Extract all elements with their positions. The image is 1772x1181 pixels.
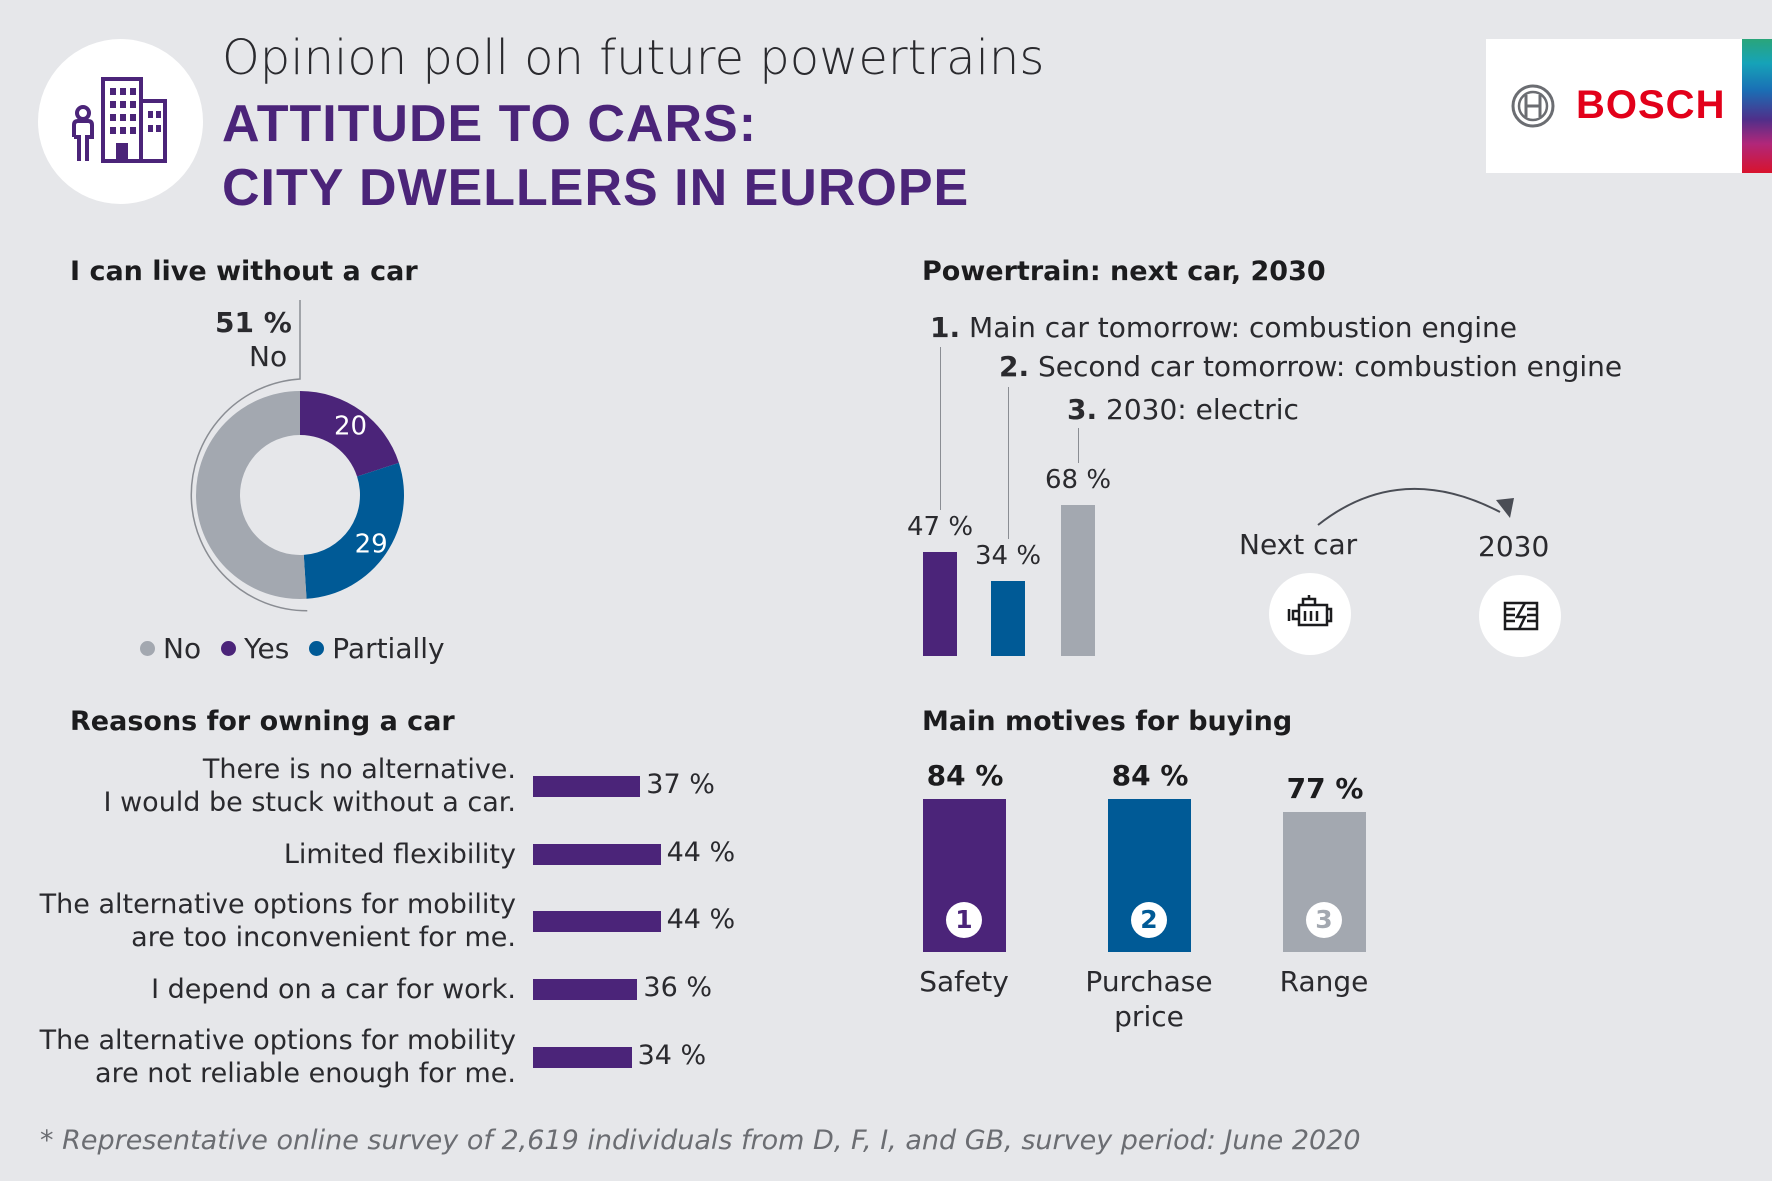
reason-label: There is no alternative. I would be stuck… [104, 753, 516, 819]
transition-arrow-icon [1317, 487, 1514, 526]
legend-label-no: No [163, 632, 202, 665]
transition-from-label: Next car [1239, 528, 1358, 561]
reason-value: 36 % [643, 972, 712, 1003]
donut-callout-bracket [190, 300, 308, 612]
donut-label-yes: 20 [334, 411, 367, 441]
reason-bar [533, 1047, 632, 1068]
motive-label: Safety [919, 965, 1009, 998]
legend-dot-yes [221, 641, 237, 656]
legend-label-yes: Yes [244, 632, 290, 665]
page-title-line2: CITY DWELLERS IN EUROPE [222, 159, 970, 217]
motive-label: Purchase price [1049, 964, 1249, 1034]
donut-label-partially: 29 [355, 529, 388, 559]
reason-label-line: There is no alternative. [202, 754, 516, 785]
reason-value: 44 % [666, 837, 736, 868]
page-title-line1: ATTITUDE TO CARS: [222, 95, 758, 153]
bosch-armature-icon [1511, 84, 1555, 128]
donut-slice-yes [300, 391, 399, 477]
footnote: * Representative online survey of 2,619 … [40, 1125, 1361, 1156]
donut-title: I can live without a car [70, 256, 418, 287]
powertrain-label-2: Second car tomorrow: combustion engine [1038, 350, 1623, 383]
reason-label: The alternative options for mobility are … [40, 888, 516, 954]
reason-bar [533, 776, 641, 797]
reason-label-line: I would be stuck without a car. [103, 787, 516, 818]
electric-battery-icon-circle [1479, 575, 1561, 657]
motive-value: 77 % [1286, 771, 1364, 805]
powertrain-leader-line [1078, 428, 1079, 464]
powertrain-leader-line [940, 347, 941, 510]
reason-bar [533, 844, 661, 865]
reason-label-line: Limited flexibility [283, 838, 516, 870]
powertrain-bar [1061, 505, 1095, 656]
reason-label: I depend on a car for work. [151, 973, 516, 1006]
donut-callout-value: 51 % [215, 306, 292, 339]
motive-value: 84 % [926, 759, 1004, 793]
combustion-engine-icon [1287, 595, 1333, 627]
powertrain-num-2: 2. [999, 350, 1030, 383]
donut-callout-label: No [249, 340, 288, 373]
powertrain-value: 47 % [906, 511, 974, 542]
page-subtitle: Opinion poll on future powertrains [222, 30, 1045, 86]
bosch-logo-text: BOSCH [1576, 83, 1726, 127]
reason-label: The alternative options for mobility are … [40, 1024, 516, 1090]
donut-slice-no [196, 391, 307, 599]
powertrain-item-3: 3. 2030: electric [1067, 393, 1299, 426]
donut-legend: No Yes Partially [140, 632, 445, 665]
powertrain-label-3: 2030: electric [1106, 393, 1299, 426]
motives-title: Main motives for buying [922, 706, 1293, 737]
powertrain-num-3: 3. [1067, 393, 1098, 426]
legend-dot-no [140, 641, 155, 656]
motive-rank-badge: 3 [1306, 902, 1342, 938]
powertrain-bar [923, 551, 957, 656]
motive-rank-badge: 2 [1131, 902, 1167, 938]
reason-bar [533, 911, 661, 932]
reason-value: 37 % [646, 769, 715, 800]
donut-slice-partially [303, 462, 404, 599]
powertrain-label-1: Main car tomorrow: combustion engine [969, 311, 1517, 344]
reason-label-line: are too inconvenient for me. [131, 922, 516, 953]
motive-label: Range [1279, 965, 1369, 998]
motive-rank-badge: 1 [946, 902, 982, 938]
powertrain-title: Powertrain: next car, 2030 [922, 256, 1326, 287]
reason-bar [533, 979, 638, 1000]
reasons-title: Reasons for owning a car [70, 706, 455, 737]
motive-label-line: price [1114, 1000, 1184, 1033]
motive-label-line: Purchase [1085, 965, 1213, 998]
powertrain-item-1: 1. Main car tomorrow: combustion engine [930, 311, 1517, 344]
reason-label-line: I depend on a car for work. [151, 973, 516, 1005]
powertrain-num-1: 1. [930, 311, 961, 344]
combustion-engine-icon-circle [1269, 573, 1351, 655]
bosch-logo-box [1486, 39, 1742, 173]
transition-to-label: 2030 [1478, 530, 1550, 563]
city-person-icon [72, 77, 167, 163]
brand-color-strip [1742, 39, 1772, 173]
powertrain-bar [991, 580, 1025, 656]
legend-label-partially: Partially [332, 632, 445, 665]
reason-label-line: are not reliable enough for me. [95, 1058, 516, 1089]
powertrain-item-2: 2. Second car tomorrow: combustion engin… [999, 350, 1622, 383]
legend-dot-partially [309, 641, 325, 656]
reason-value: 34 % [637, 1040, 707, 1071]
reason-label: Limited flexibility [284, 838, 516, 871]
reason-value: 44 % [666, 904, 736, 935]
powertrain-value: 34 % [974, 540, 1042, 571]
reason-label-line: The alternative options for mobility [39, 1025, 516, 1056]
powertrain-value: 68 % [1044, 465, 1112, 496]
powertrain-leader-line [1008, 387, 1009, 539]
reason-label-line: The alternative options for mobility [39, 889, 516, 920]
header-icon-circle [38, 39, 203, 204]
motive-value: 84 % [1111, 759, 1189, 793]
electric-battery-icon [1503, 601, 1539, 631]
